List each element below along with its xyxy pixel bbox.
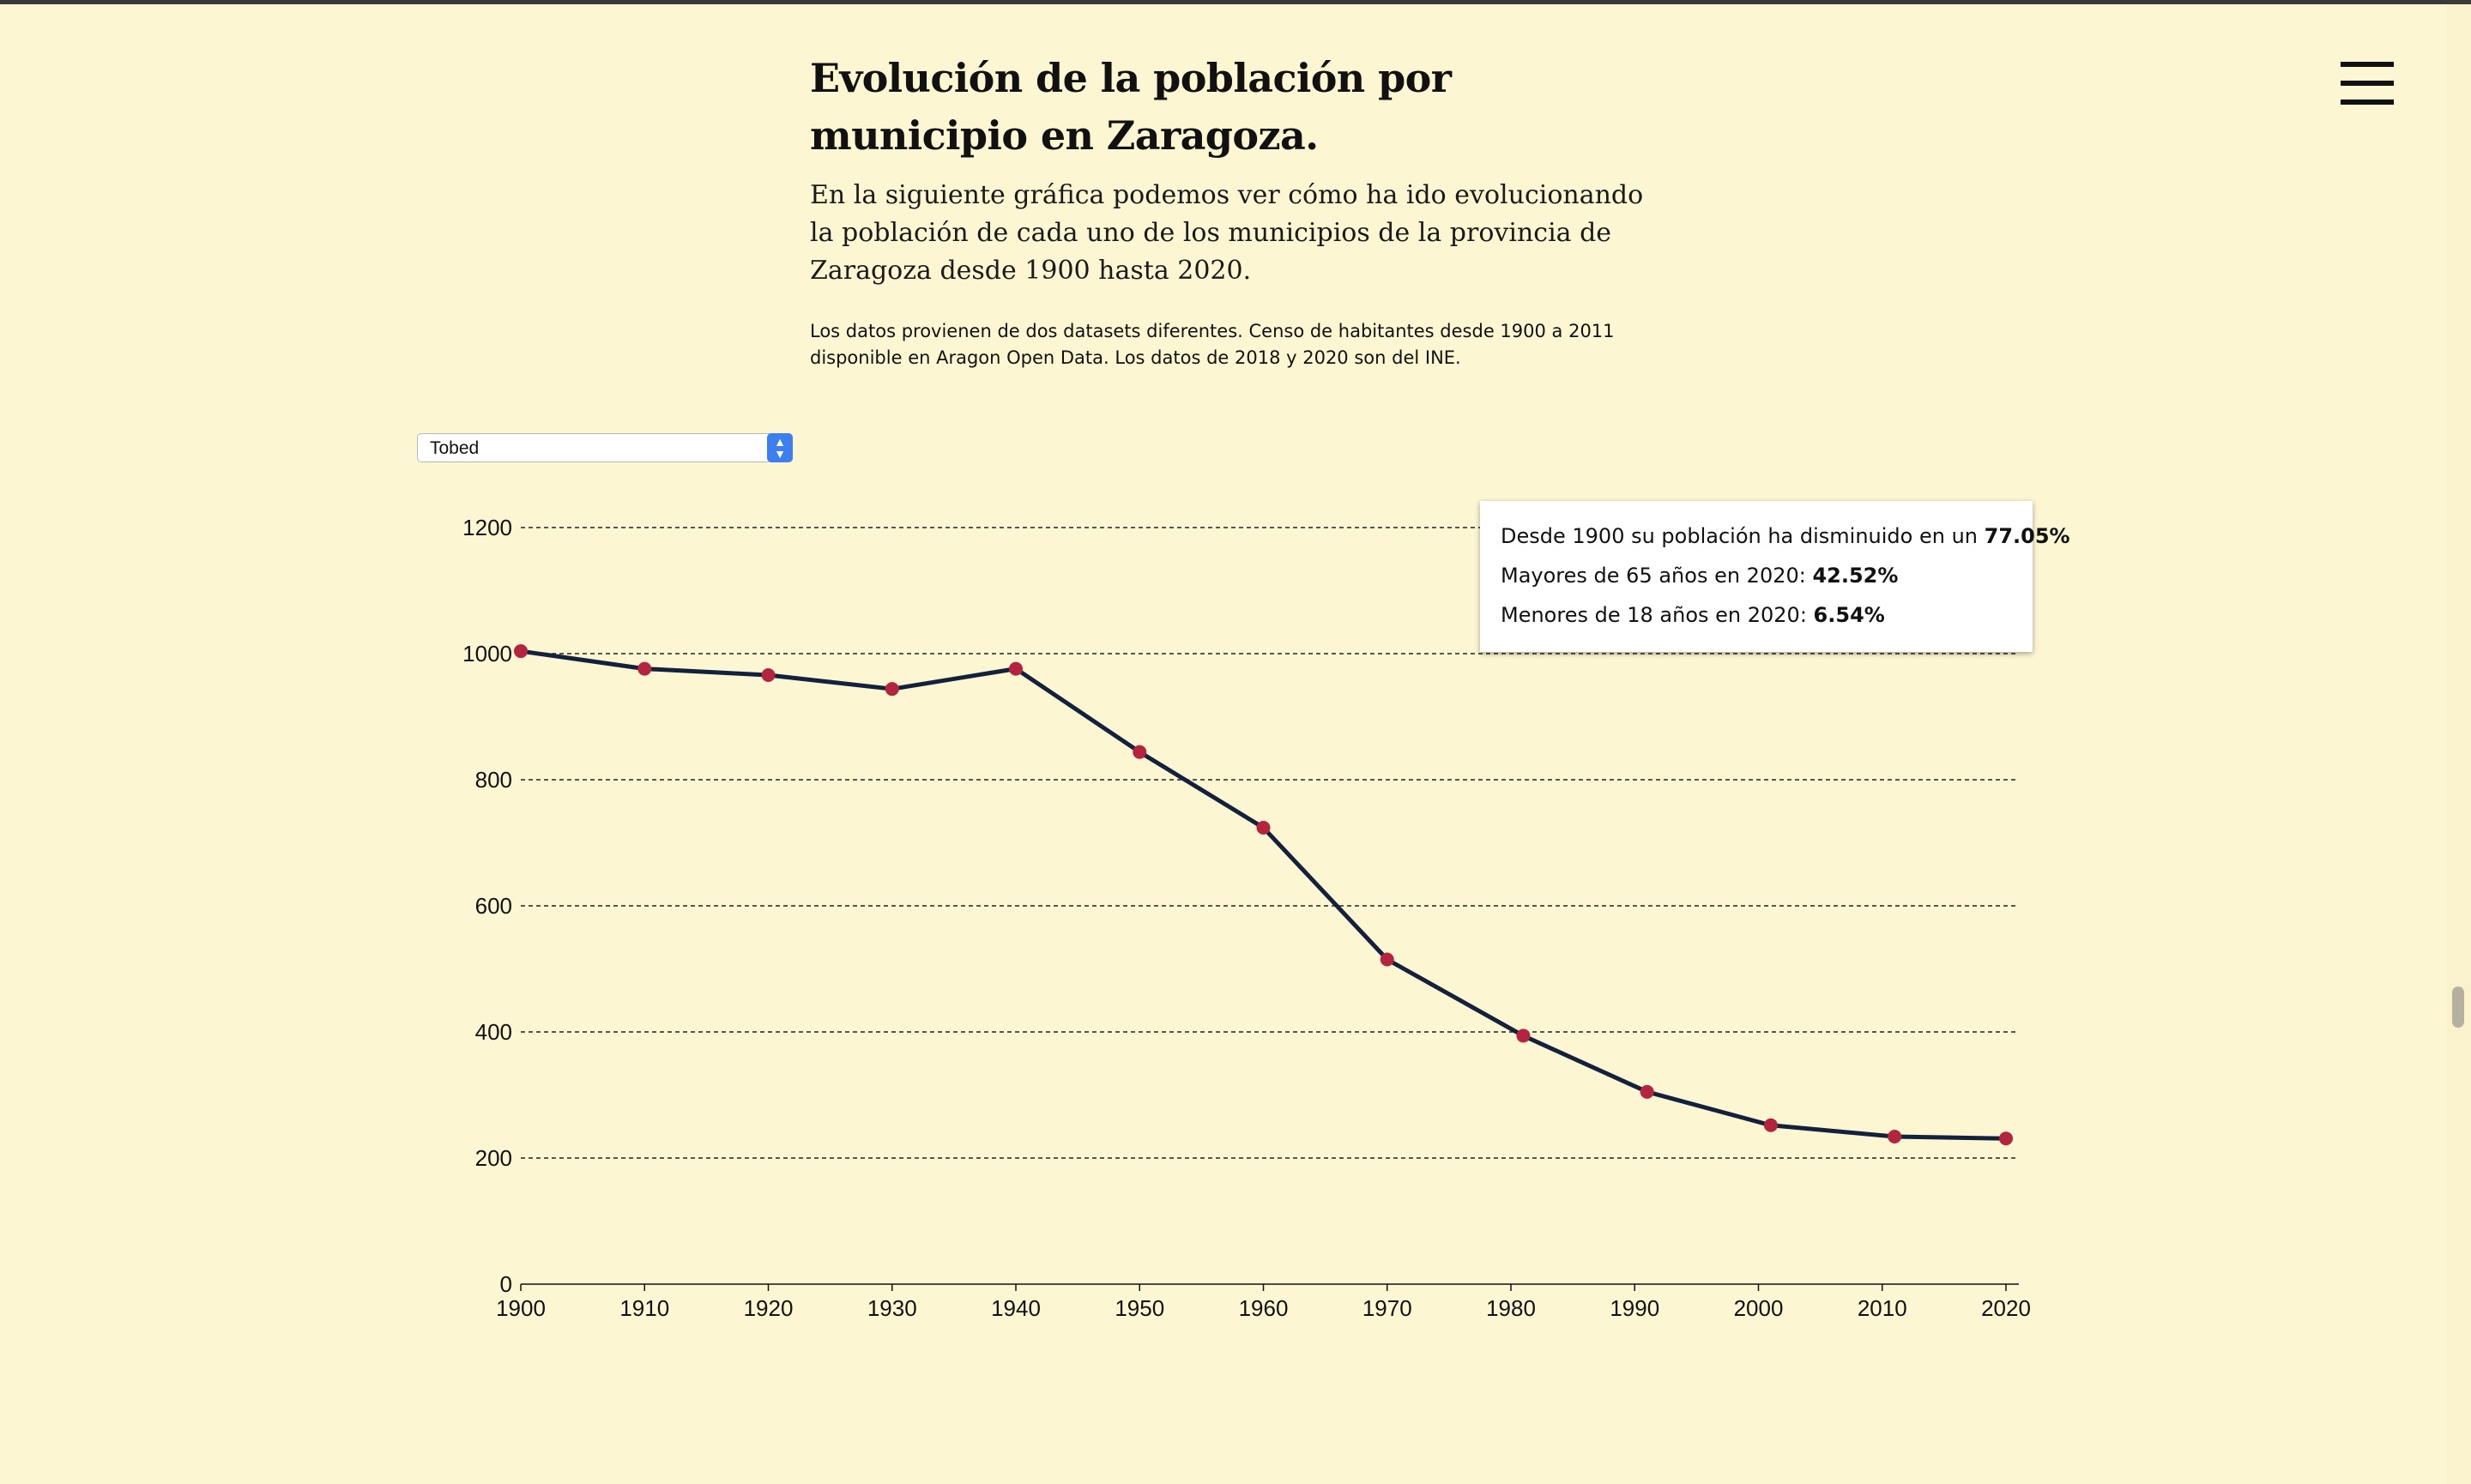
tooltip-under18-label: Menores de 18 años en 2020: bbox=[1501, 603, 1814, 627]
x-tick-label: 1950 bbox=[1115, 1295, 1164, 1321]
tooltip-decrease-row: Desde 1900 su población ha disminuido en… bbox=[1501, 523, 2070, 563]
hamburger-menu-icon[interactable] bbox=[2341, 62, 2394, 105]
x-tick-label: 1960 bbox=[1239, 1295, 1289, 1321]
y-tick-label: 200 bbox=[475, 1145, 512, 1171]
tooltip-under18-value: 6.54% bbox=[1813, 603, 1885, 627]
population-data-point bbox=[1640, 1084, 1654, 1099]
population-data-point bbox=[1999, 1131, 2013, 1146]
intro-paragraph: En la siguiente gráfica podemos ver cómo… bbox=[810, 180, 1644, 286]
population-data-point bbox=[1009, 661, 1023, 676]
population-data-point bbox=[761, 667, 776, 682]
scrollbar-thumb[interactable] bbox=[2452, 986, 2464, 1028]
x-tick-label: 2010 bbox=[1858, 1295, 1907, 1321]
y-tick-label: 0 bbox=[500, 1271, 512, 1297]
tooltip-over65-label: Mayores de 65 años en 2020: bbox=[1501, 564, 1813, 588]
x-tick-label: 1930 bbox=[867, 1295, 917, 1321]
municipality-select-value: Tobed bbox=[430, 438, 480, 458]
chart-tooltip: Desde 1900 su población ha disminuido en… bbox=[1480, 501, 2070, 652]
x-tick-label: 1980 bbox=[1486, 1295, 1536, 1321]
page-title: Evolución de la población por municipio … bbox=[810, 55, 1452, 159]
updown-chevron-icon: ▲ ▼ bbox=[767, 433, 793, 462]
tooltip-decrease-label: Desde 1900 su población ha disminuido en… bbox=[1501, 524, 1985, 548]
population-data-point bbox=[1888, 1130, 1902, 1144]
x-tick-label: 2020 bbox=[1981, 1295, 2031, 1321]
population-data-point bbox=[1516, 1029, 1531, 1043]
x-tick-label: 1900 bbox=[496, 1295, 546, 1321]
y-tick-label: 1000 bbox=[462, 641, 512, 667]
tooltip-under18-row: Menores de 18 años en 2020: 6.54% bbox=[1501, 602, 2033, 642]
tooltip-over65-row: Mayores de 65 años en 2020: 42.52% bbox=[1501, 563, 2033, 602]
data-source-note: Los datos provienen de dos datasets dife… bbox=[810, 321, 1615, 368]
population-series-line bbox=[520, 648, 2007, 1141]
municipality-select[interactable]: Tobed ▲ ▼ bbox=[417, 433, 793, 462]
scrollbar-track[interactable] bbox=[2447, 4, 2471, 1484]
y-tick-label: 600 bbox=[475, 893, 512, 919]
x-tick-label: 1910 bbox=[619, 1295, 669, 1321]
tooltip-over65-value: 42.52% bbox=[1812, 564, 1899, 588]
population-data-point bbox=[514, 644, 528, 659]
population-data-point bbox=[885, 682, 899, 697]
y-tick-label: 800 bbox=[475, 767, 512, 793]
population-data-point bbox=[637, 661, 652, 676]
y-tick-label: 400 bbox=[475, 1019, 512, 1045]
population-data-point bbox=[1133, 745, 1147, 759]
population-data-point bbox=[1256, 820, 1271, 835]
x-tick-label: 1990 bbox=[1610, 1295, 1659, 1321]
x-tick-label: 1970 bbox=[1362, 1295, 1412, 1321]
window-top-border bbox=[0, 0, 2471, 4]
x-tick-label: 1940 bbox=[991, 1295, 1041, 1321]
x-tick-label: 2000 bbox=[1734, 1295, 1784, 1321]
population-data-point bbox=[1380, 952, 1394, 967]
y-tick-label: 1200 bbox=[462, 515, 512, 540]
x-tick-label: 1920 bbox=[744, 1295, 794, 1321]
population-data-point bbox=[1763, 1118, 1778, 1132]
tooltip-decrease-value: 77.05% bbox=[1984, 524, 2070, 548]
